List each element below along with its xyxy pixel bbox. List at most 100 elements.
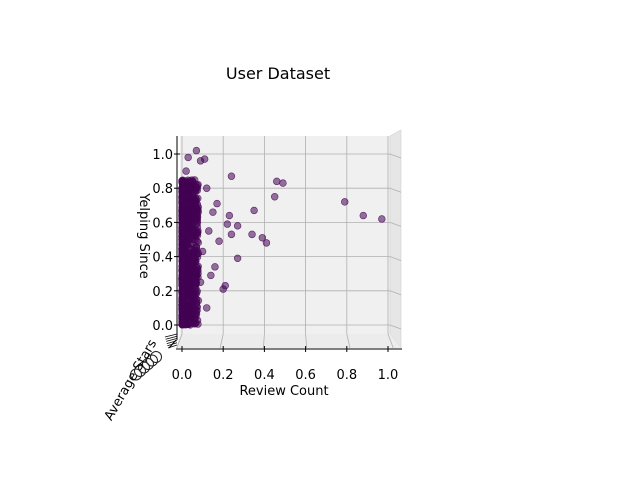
grid-line-side: [389, 256, 402, 261]
y-tick-label: 0.6: [152, 216, 173, 231]
data-point: [273, 177, 281, 186]
z-tick-glyph: [138, 361, 150, 374]
data-point: [205, 227, 213, 235]
data-point: [279, 179, 287, 187]
data-point: [179, 208, 187, 217]
data-point: [225, 211, 234, 220]
grid-line-floor: [346, 333, 351, 349]
grid-line-side: [389, 187, 402, 193]
data-point: [215, 237, 223, 245]
z-tick-glyph: [130, 368, 142, 381]
data-point: [203, 184, 211, 192]
data-point: [186, 184, 194, 193]
data-point: [209, 208, 217, 216]
z-tick-mark: [165, 335, 178, 340]
data-point: [207, 271, 215, 280]
grid-line-floor: [387, 333, 394, 349]
y-tick-label: 1.0: [152, 148, 173, 163]
data-point: [178, 178, 186, 186]
grid-line-floor: [305, 333, 308, 349]
z-tick-glyph: [142, 358, 154, 370]
x-tick-labels: 0.0 0.2 0.4 0.6 0.8 1.0: [172, 368, 399, 383]
axes-panes: [176, 129, 402, 349]
data-point: [192, 183, 200, 192]
data-point: [186, 233, 195, 241]
data-points: [178, 146, 386, 329]
data-point: [223, 220, 232, 228]
right-pane: [389, 129, 402, 349]
data-point: [196, 278, 205, 286]
data-point: [233, 254, 242, 263]
x-tick-label: 1.0: [378, 368, 399, 383]
z-tick-mark: [164, 333, 178, 338]
y-tick-label: 0.4: [152, 251, 173, 266]
data-point: [189, 254, 197, 262]
x-tick-label: 0.2: [213, 368, 234, 383]
data-point: [180, 305, 188, 313]
data-point: [190, 196, 199, 204]
x-tick-label: 0.4: [254, 368, 275, 383]
x-axis-label: Review Count: [239, 384, 328, 399]
data-point: [271, 193, 279, 201]
data-point: [227, 172, 236, 180]
back-pane: [180, 136, 390, 334]
data-point: [192, 146, 201, 155]
x-tick-label: 0.0: [172, 368, 193, 383]
chart-title: User Dataset: [226, 64, 330, 83]
grid-line-floor: [176, 333, 183, 349]
grid-line-floor: [219, 333, 224, 349]
y-tick-label: 0.2: [152, 285, 173, 300]
data-point: [203, 304, 211, 312]
data-point: [359, 211, 367, 220]
data-point: [183, 260, 191, 269]
y-tick-labels: 0.0 0.2 0.4 0.6 0.8 1.0: [152, 148, 173, 334]
data-point: [182, 167, 190, 175]
data-point: [178, 249, 186, 258]
data-point: [180, 315, 188, 323]
data-point: [193, 306, 201, 315]
grid-line-side: [389, 153, 402, 159]
z-tick-mark: [166, 340, 178, 344]
data-point: [183, 216, 191, 225]
z-tick-glyph: [134, 365, 146, 377]
z-tick-mark: [166, 338, 178, 342]
z-tick-mark: [167, 342, 178, 347]
floor-pane: [176, 334, 401, 348]
data-point: [188, 274, 197, 282]
data-point: [186, 317, 195, 325]
data-point: [193, 231, 202, 240]
data-point: [227, 230, 236, 239]
z-tick-mark: [167, 344, 178, 349]
data-point: [178, 286, 187, 295]
z-axis-ticks: [130, 333, 178, 381]
data-point: [178, 235, 186, 244]
y-tick-label: 0.8: [152, 182, 173, 197]
z-axis-label: Average Stars: [102, 337, 161, 423]
data-point: [196, 157, 205, 165]
data-point: [180, 184, 188, 193]
data-point: [194, 209, 202, 218]
data-point: [219, 285, 227, 293]
data-point: [378, 215, 386, 223]
data-point: [211, 263, 219, 271]
data-point: [178, 270, 187, 279]
grid-line-side: [389, 222, 402, 227]
z-tick-glyph: [150, 351, 162, 363]
z-tick-glyph: [146, 354, 158, 367]
grid-line-side: [389, 290, 402, 296]
data-point: [198, 247, 207, 256]
x-tick-label: 0.6: [295, 368, 316, 383]
data-point: [179, 228, 187, 236]
data-point: [178, 277, 187, 285]
data-point: [182, 241, 191, 249]
data-point: [248, 230, 256, 239]
data-point: [250, 206, 258, 215]
data-point: [262, 239, 271, 247]
data-point: [233, 222, 242, 230]
data-point: [181, 191, 190, 200]
data-point: [186, 291, 195, 299]
grid-line-floor: [263, 333, 265, 349]
data-point: [341, 198, 349, 206]
